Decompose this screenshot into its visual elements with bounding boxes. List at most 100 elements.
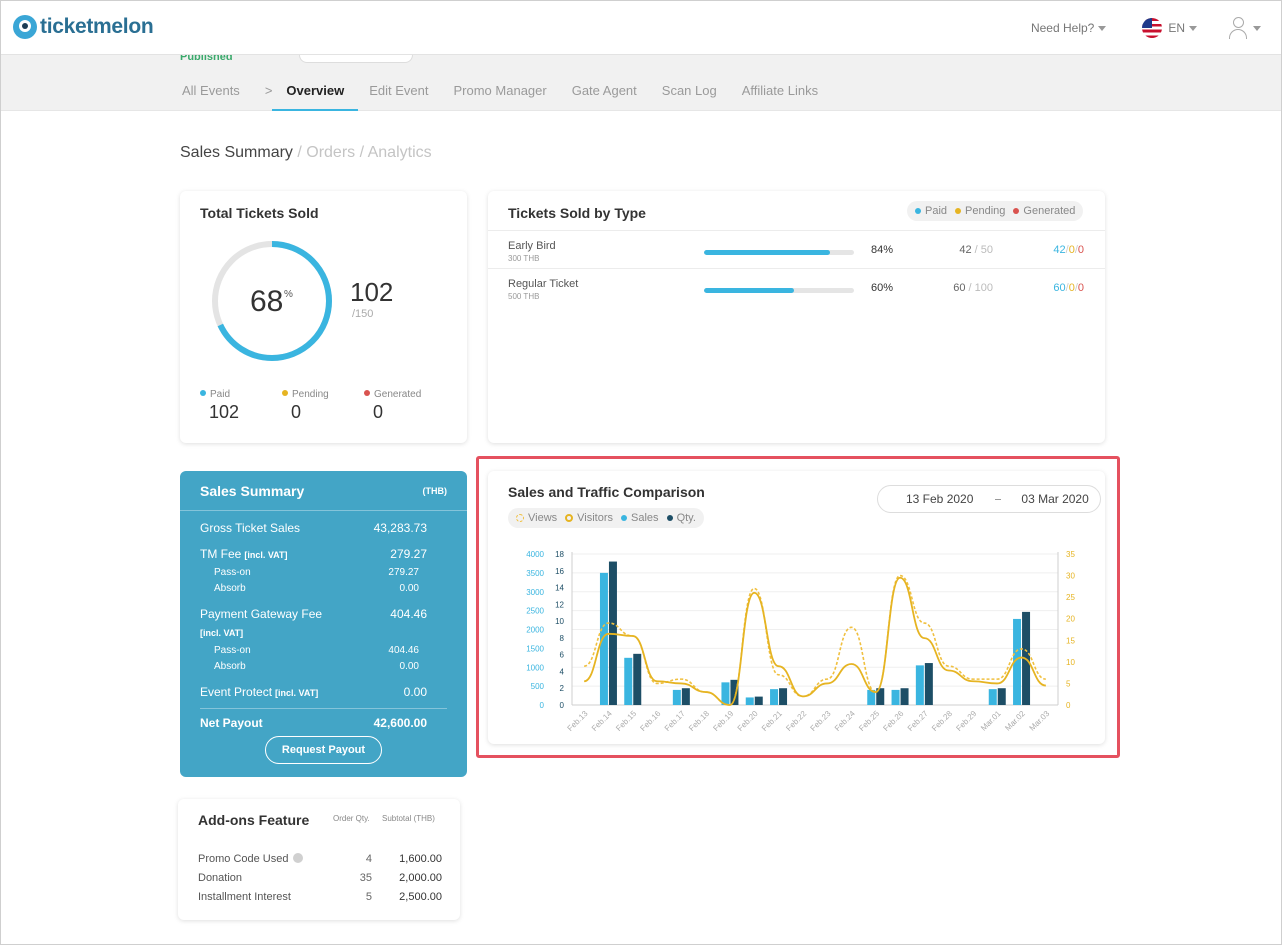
top-right-actions: Need Help? EN bbox=[1031, 17, 1261, 39]
event-protect-label-group: Event Protect [incl. VAT] bbox=[200, 685, 318, 699]
y-tick-label-sales: 1000 bbox=[526, 663, 544, 672]
language-selector[interactable]: EN bbox=[1142, 18, 1197, 38]
sales-bar bbox=[1013, 618, 1022, 705]
tab-affiliate-links[interactable]: Affiliate Links bbox=[741, 83, 819, 98]
tm-absorb-value: 0.00 bbox=[399, 583, 419, 594]
user-menu[interactable] bbox=[1197, 17, 1261, 39]
page-title: Sales Summary / Orders / Analytics bbox=[180, 144, 432, 162]
y-tick-label-qty: 6 bbox=[560, 651, 565, 660]
pg-absorb-value: 0.00 bbox=[399, 661, 419, 672]
tab-gate-agent[interactable]: Gate Agent bbox=[571, 83, 637, 98]
page-title-current: Sales Summary bbox=[180, 144, 293, 161]
date-range-picker[interactable]: 13 Feb 2020 03 Mar 2020 bbox=[877, 485, 1101, 513]
addons-card: Add-ons Feature Order Qty. Subtotal (THB… bbox=[178, 799, 460, 920]
total-tickets-card: Total Tickets Sold 68 % 102 /150 Paid 10… bbox=[180, 191, 467, 443]
ticket-type-count: 42 / 50 bbox=[908, 244, 993, 256]
tab-scan-log[interactable]: Scan Log bbox=[661, 83, 717, 98]
x-tick-label: Feb.20 bbox=[736, 709, 760, 733]
tab-edit-event[interactable]: Edit Event bbox=[369, 83, 429, 98]
split-paid: 42 bbox=[1053, 244, 1066, 256]
paid-label: Paid bbox=[210, 389, 231, 400]
legend-visitors[interactable]: Visitors bbox=[565, 512, 613, 524]
legend-generated-label: Generated bbox=[1023, 205, 1076, 217]
pg-fee-value: 404.46 bbox=[390, 607, 427, 621]
sales-traffic-title: Sales and Traffic Comparison bbox=[508, 484, 705, 500]
legend-sales[interactable]: Sales bbox=[621, 512, 659, 524]
x-tick-label: Feb.28 bbox=[930, 709, 954, 733]
pending-count: 0 bbox=[291, 402, 302, 422]
date-to: 03 Mar 2020 bbox=[1021, 492, 1089, 506]
event-protect-label: Event Protect bbox=[200, 685, 273, 699]
sales-bar bbox=[721, 682, 730, 705]
x-tick-label: Feb.24 bbox=[833, 709, 857, 733]
tm-fee-value: 279.27 bbox=[390, 547, 427, 561]
ticket-type-sold: 42 bbox=[959, 244, 972, 256]
addon-row: Promo Code Used 4 1,600.00 bbox=[198, 853, 442, 865]
split-generated: 0 bbox=[1077, 244, 1084, 256]
qty-bar bbox=[876, 688, 885, 705]
ticket-type-progress-fill bbox=[704, 250, 830, 255]
pg-passon-value: 404.46 bbox=[388, 645, 419, 656]
language-label: EN bbox=[1168, 21, 1185, 35]
tab-promo-manager[interactable]: Promo Manager bbox=[453, 83, 547, 98]
legend-sales-label: Sales bbox=[631, 512, 659, 524]
donut-percent: 68 bbox=[250, 285, 284, 318]
pg-passon-label: Pass-on bbox=[214, 645, 251, 656]
x-tick-label: Mar.02 bbox=[1003, 709, 1027, 733]
y-tick-label-traffic: 20 bbox=[1066, 615, 1075, 624]
legend-views[interactable]: Views bbox=[516, 512, 557, 524]
breadcrumb-chevron-icon: > bbox=[264, 83, 273, 98]
ticket-type-percent: 84% bbox=[871, 244, 894, 256]
y-tick-label-sales: 2000 bbox=[526, 626, 544, 635]
ticket-type-count: 60 / 100 bbox=[908, 282, 993, 294]
pg-fee-note: [incl. VAT] bbox=[200, 628, 244, 638]
x-tick-label: Feb.27 bbox=[906, 709, 930, 733]
net-payout-value: 42,600.00 bbox=[373, 716, 427, 730]
tm-absorb-label: Absorb bbox=[214, 583, 246, 594]
date-separator bbox=[995, 498, 1002, 500]
y-tick-label-qty: 12 bbox=[555, 600, 564, 609]
ticket-type-progress-fill bbox=[704, 288, 794, 293]
addon-qty: 35 bbox=[359, 872, 372, 884]
legend-pending-label: Pending bbox=[965, 205, 1006, 217]
legend-generated: Generated bbox=[1013, 205, 1075, 217]
qty-bar bbox=[681, 688, 690, 705]
info-icon[interactable] bbox=[292, 853, 303, 863]
gross-sales-row: Gross Ticket Sales 43,283.73 bbox=[200, 521, 447, 535]
pending-label: Pending bbox=[292, 389, 329, 400]
sales-dot-icon bbox=[621, 515, 628, 521]
y-tick-label-traffic: 25 bbox=[1066, 593, 1075, 602]
donut-percent-sign: % bbox=[284, 289, 293, 300]
x-tick-label: Feb.16 bbox=[638, 709, 662, 733]
pending-dot-icon bbox=[955, 208, 962, 214]
split-sep: / bbox=[1074, 244, 1078, 256]
sales-bar bbox=[599, 572, 608, 705]
ticket-type-price: 300 THB bbox=[508, 254, 540, 263]
y-tick-label-qty: 8 bbox=[560, 634, 565, 643]
qty-bar bbox=[754, 696, 763, 705]
ticketmelon-logo[interactable]: ticketmelon bbox=[13, 15, 154, 39]
sales-bar bbox=[891, 689, 900, 705]
event-protect-row: Event Protect [incl. VAT] 0.00 bbox=[200, 685, 447, 699]
x-tick-label: Feb.23 bbox=[809, 709, 833, 733]
addons-subtotal-header: Subtotal (THB) bbox=[382, 814, 435, 823]
ticket-type-row: Regular Ticket 500 THB 60% 60 / 100 60/0… bbox=[488, 268, 1105, 306]
tickets-capacity: /150 bbox=[352, 308, 374, 320]
legend-qty[interactable]: Qty. bbox=[666, 512, 696, 524]
x-tick-label: Feb.21 bbox=[760, 709, 784, 733]
paid-dot-icon bbox=[200, 390, 206, 396]
addons-title: Add-ons Feature bbox=[198, 812, 310, 828]
sales-bar bbox=[915, 665, 924, 705]
request-payout-button[interactable]: Request Payout bbox=[265, 736, 382, 764]
page-title-links[interactable]: / Orders / Analytics bbox=[292, 144, 432, 161]
need-help-menu[interactable]: Need Help? bbox=[1031, 21, 1107, 35]
y-tick-label-traffic: 15 bbox=[1066, 636, 1075, 645]
tab-overview[interactable]: Overview bbox=[272, 83, 359, 111]
tm-fee-label: TM Fee bbox=[200, 547, 242, 561]
event-protect-value: 0.00 bbox=[403, 685, 427, 699]
x-tick-label: Feb.15 bbox=[614, 709, 638, 733]
tab-all-events[interactable]: All Events bbox=[182, 83, 240, 98]
pg-absorb-row: Absorb 0.00 bbox=[214, 661, 419, 672]
y-tick-label-traffic: 35 bbox=[1066, 550, 1075, 559]
ticket-type-row: Early Bird 300 THB 84% 42 / 50 42/0/0 bbox=[488, 230, 1105, 268]
